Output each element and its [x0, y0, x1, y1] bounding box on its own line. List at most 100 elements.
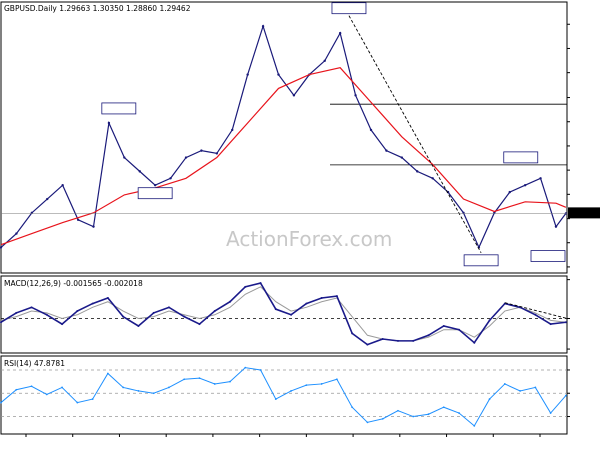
macd-trendline	[504, 302, 567, 319]
macd-point	[30, 306, 33, 309]
macd-point	[396, 339, 399, 342]
macd-point	[274, 308, 277, 311]
price-annotation-box	[137, 187, 173, 200]
price-point	[323, 59, 326, 62]
macd-point	[473, 341, 476, 344]
price-point	[400, 156, 404, 159]
macd-point	[320, 297, 323, 299]
rsi-point	[381, 417, 384, 420]
rsi-point	[213, 383, 216, 385]
macd-point	[351, 332, 354, 335]
macd-point	[15, 311, 18, 314]
price-point	[277, 73, 280, 76]
price-point	[231, 128, 234, 132]
price-point	[523, 184, 527, 187]
price-point	[431, 177, 434, 180]
macd-point	[91, 302, 94, 305]
rsi-point	[397, 409, 399, 412]
macd-point	[381, 338, 384, 341]
rsi-point	[549, 412, 552, 414]
rsi-point	[412, 415, 415, 418]
macd-point	[290, 313, 293, 316]
price-point	[138, 170, 141, 173]
rsi-point	[183, 378, 186, 381]
price-point	[184, 156, 188, 159]
rsi-point	[45, 393, 48, 396]
price-point	[30, 211, 34, 215]
price-panel-frame	[0, 1, 568, 274]
price-point	[554, 225, 558, 228]
price-point	[92, 225, 95, 228]
macd-point	[427, 334, 430, 337]
rsi-point	[564, 394, 567, 397]
macd-point	[305, 302, 308, 305]
price-point	[292, 94, 296, 97]
price-annotation-box	[463, 254, 499, 267]
rsi-point	[91, 398, 94, 400]
rsi-point	[168, 386, 170, 389]
rsi-point	[15, 388, 18, 391]
price-point	[338, 31, 342, 35]
price-series-line	[0, 24, 567, 249]
rsi-point	[122, 386, 125, 389]
price-point	[385, 149, 388, 152]
macd-panel-frame	[0, 275, 568, 354]
macd-point	[152, 311, 155, 314]
current-price-box	[568, 207, 600, 219]
macd-point	[183, 315, 186, 318]
rsi-line	[0, 367, 567, 427]
price-point	[369, 128, 373, 132]
price-point	[76, 218, 80, 221]
rsi-point	[76, 401, 79, 404]
rsi-point	[366, 421, 369, 424]
rsi-point	[473, 424, 476, 427]
price-point	[0, 246, 3, 249]
rsi-point	[198, 377, 201, 380]
macd-point	[122, 315, 125, 318]
price-point	[61, 184, 64, 187]
price-point	[354, 94, 357, 97]
macd-point	[259, 282, 262, 285]
price-point	[200, 149, 203, 152]
price-annotation-box	[101, 102, 137, 115]
price-point	[416, 170, 419, 173]
macd-point	[458, 328, 461, 331]
rsi-point	[458, 412, 460, 414]
watermark: ActionForex.com	[226, 227, 392, 251]
macd-panel-title: MACD(12,26,9) -0.001565 -0.002018	[4, 279, 143, 288]
price-panel-title: GBPUSD.Daily 1.29663 1.30350 1.28860 1.2…	[4, 4, 191, 13]
price-point	[246, 73, 249, 76]
macd-point	[45, 313, 48, 316]
rsi-point	[442, 406, 445, 409]
rsi-panel-title: RSI(14) 47.8781	[4, 359, 65, 368]
price-annotation-box	[530, 250, 566, 262]
rsi-point	[488, 398, 491, 400]
macd-point	[229, 300, 232, 303]
price-point	[462, 211, 465, 215]
rsi-point	[290, 390, 292, 392]
rsi-point	[335, 378, 338, 381]
macd-point	[366, 343, 369, 346]
price-annotation-box	[503, 151, 539, 164]
rsi-point	[259, 369, 262, 371]
macd-signal-line	[0, 286, 566, 342]
price-point	[261, 24, 265, 28]
rsi-panel-frame	[0, 355, 568, 435]
macd-point	[167, 306, 170, 309]
rsi-point	[229, 380, 231, 383]
macd-point	[61, 323, 64, 326]
price-point	[215, 152, 219, 155]
macd-point	[198, 323, 201, 326]
macd-point	[244, 285, 247, 288]
rsi-point	[427, 413, 430, 416]
rsi-point	[534, 386, 537, 389]
macd-point	[549, 323, 552, 326]
price-point	[169, 177, 172, 180]
macd-point	[213, 310, 216, 313]
macd-point	[442, 324, 445, 327]
rsi-point	[320, 383, 323, 385]
macd-point	[412, 339, 415, 342]
macd-point	[534, 313, 537, 316]
macd-point	[106, 297, 109, 299]
rsi-point	[274, 398, 277, 400]
